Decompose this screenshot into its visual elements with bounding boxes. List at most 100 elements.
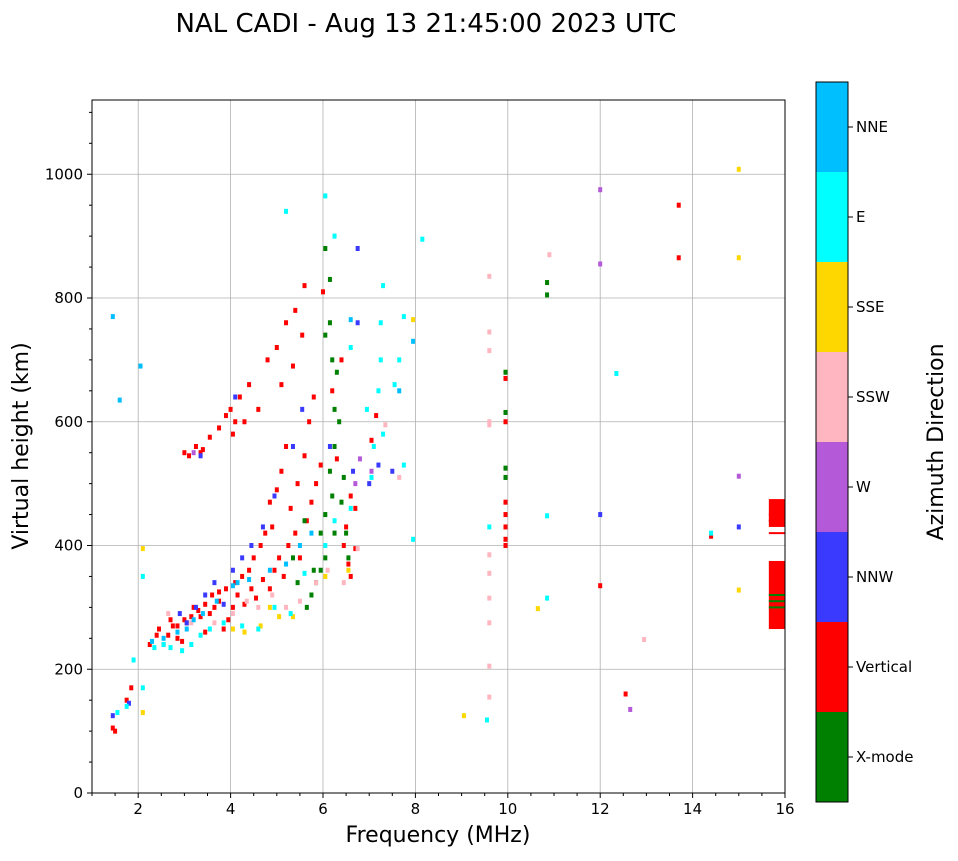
grid [92,100,786,794]
echo-point [175,629,180,635]
echo-point [302,453,307,459]
echo-point [302,283,307,289]
echo-point [230,604,235,610]
echo-point [642,637,647,643]
echo-point [355,246,360,251]
echo-point [397,357,402,363]
x-tick-label: 16 [775,800,794,818]
echo-point [736,587,741,593]
echo-point [198,453,203,459]
echo-point [113,728,118,734]
echo-point [367,481,372,487]
echo-point [175,623,180,629]
y-tick-label: 400 [54,537,83,555]
echo-point [309,530,314,536]
echo-point [140,710,145,716]
echo-point [217,598,222,604]
echo-point [265,357,270,363]
y-axis: 0 200 400 600 800 1000 [45,111,92,802]
echo-point [191,617,196,623]
echo-point [240,623,245,629]
x-tick-label: 10 [498,800,517,818]
echo-point [330,388,335,394]
echo-point [272,604,277,610]
echo-point [214,598,219,604]
colorbar-tick-label: W [856,478,871,496]
echo-point [230,583,235,589]
echo-point [110,725,115,731]
echo-point [334,456,339,462]
echo-point [355,546,360,552]
echo-point [325,567,330,573]
echo-point [203,592,208,598]
echo-point [545,280,550,286]
echo-point [184,620,189,626]
echo-point [284,444,289,449]
echo-point [487,595,492,601]
echo-line [768,519,785,522]
y-tick-label: 1000 [45,165,83,183]
echo-point [279,468,284,474]
echo-point [242,629,247,635]
echo-line [768,513,785,516]
echo-point [189,620,194,626]
echo-point [212,620,217,626]
echo-point [182,450,187,456]
echo-point [332,406,337,412]
echo-point [198,614,203,620]
echo-point [311,567,316,573]
echo-point [461,713,466,719]
echo-point [348,493,353,499]
echo-point [401,314,406,320]
echo-point [274,345,279,350]
echo-point [230,567,235,573]
echo-point [344,524,349,530]
echo-point [339,357,344,363]
x-tick-label: 14 [683,800,702,818]
echo-point [207,611,212,617]
echo-point [503,419,508,425]
echo-point [166,632,171,638]
echo-point [182,617,187,623]
echo-point [277,614,282,620]
echo-point [323,512,328,518]
echo-point [736,524,741,530]
echo-point [309,499,314,505]
echo-point [117,397,122,403]
echo-point [598,187,603,193]
echo-point [401,462,406,468]
y-tick-label: 0 [73,784,83,802]
echo-point [323,573,328,579]
echo-point [272,493,277,499]
echo-point [736,166,741,172]
colorbar-segment [816,622,848,712]
echo-point [323,246,328,251]
echo-point [614,370,619,376]
echo-point [376,462,381,468]
colorbar-segment [816,712,848,802]
echo-point [212,580,217,586]
echo-point [378,357,383,363]
echo-point [330,357,335,363]
echo-point [247,382,252,388]
echo-point [302,518,307,524]
echo-point [321,289,325,295]
echo-point [170,623,175,629]
echo-point [189,642,194,647]
echo-point [247,567,252,573]
echo-point [267,604,272,610]
echo-point [223,586,228,592]
echo-point [267,586,272,592]
echo-point [487,570,492,576]
echo-point [503,512,508,518]
echo-point [390,468,395,474]
colorbar-tick-label: SSE [856,298,885,316]
echo-point [709,533,714,539]
colorbar-tick-label: NNW [856,568,893,586]
echo-point [191,604,196,610]
colorbar-frame [815,81,849,803]
echo-point [196,607,201,613]
echo-point [267,567,272,573]
echo-point [272,567,277,573]
echo-point [277,555,282,561]
